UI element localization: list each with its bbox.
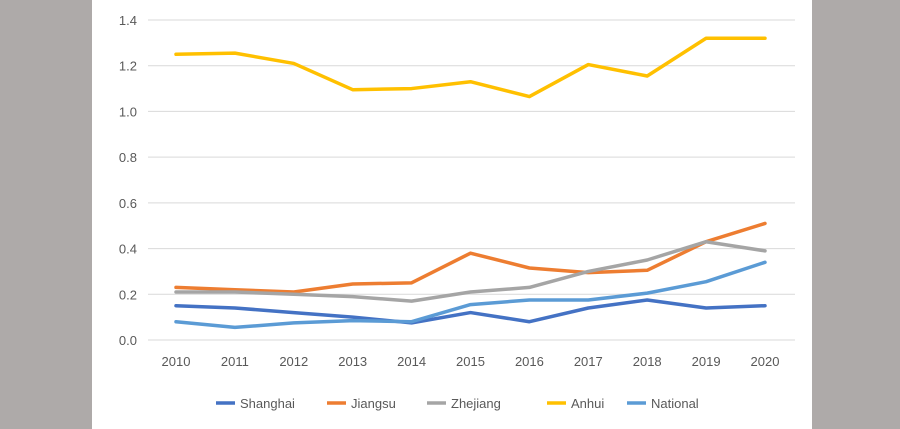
series-line-jiangsu (174, 221, 767, 294)
y-tick-label: 0.2 (119, 287, 137, 302)
x-tick-label: 2016 (515, 354, 544, 369)
legend-label: Zhejiang (451, 396, 501, 411)
x-tick-label: 2013 (338, 354, 367, 369)
y-tick-label: 0.0 (119, 333, 137, 348)
y-tick-label: 1.2 (119, 59, 137, 74)
y-tick-label: 0.4 (119, 242, 137, 257)
legend-item-zhejiang: Zhejiang (427, 396, 501, 411)
y-tick-label: 1.4 (119, 13, 137, 28)
y-tick-label: 0.8 (119, 150, 137, 165)
x-tick-label: 2012 (279, 354, 308, 369)
legend-label: Anhui (571, 396, 604, 411)
x-tick-label: 2017 (574, 354, 603, 369)
x-tick-label: 2020 (751, 354, 780, 369)
x-tick-label: 2015 (456, 354, 485, 369)
x-tick-label: 2011 (221, 354, 249, 369)
chart-area (92, 0, 812, 429)
legend-item-national: National (627, 396, 699, 411)
series-line-national (174, 260, 767, 330)
legend-label: Shanghai (240, 396, 295, 411)
x-tick-label: 2010 (162, 354, 191, 369)
x-tick-label: 2018 (633, 354, 662, 369)
y-tick-label: 1.0 (119, 104, 137, 119)
x-tick-label: 2014 (397, 354, 426, 369)
series-line-anhui (174, 36, 767, 99)
legend-item-anhui: Anhui (547, 396, 604, 411)
x-tick-label: 2019 (692, 354, 721, 369)
series-line-shanghai (174, 298, 767, 325)
legend-label: National (651, 396, 699, 411)
series-line-zhejiang (174, 239, 767, 303)
legend-label: Jiangsu (351, 396, 396, 411)
legend-item-shanghai: Shanghai (216, 396, 295, 411)
legend-item-jiangsu: Jiangsu (327, 396, 396, 411)
y-tick-label: 0.6 (119, 196, 137, 211)
